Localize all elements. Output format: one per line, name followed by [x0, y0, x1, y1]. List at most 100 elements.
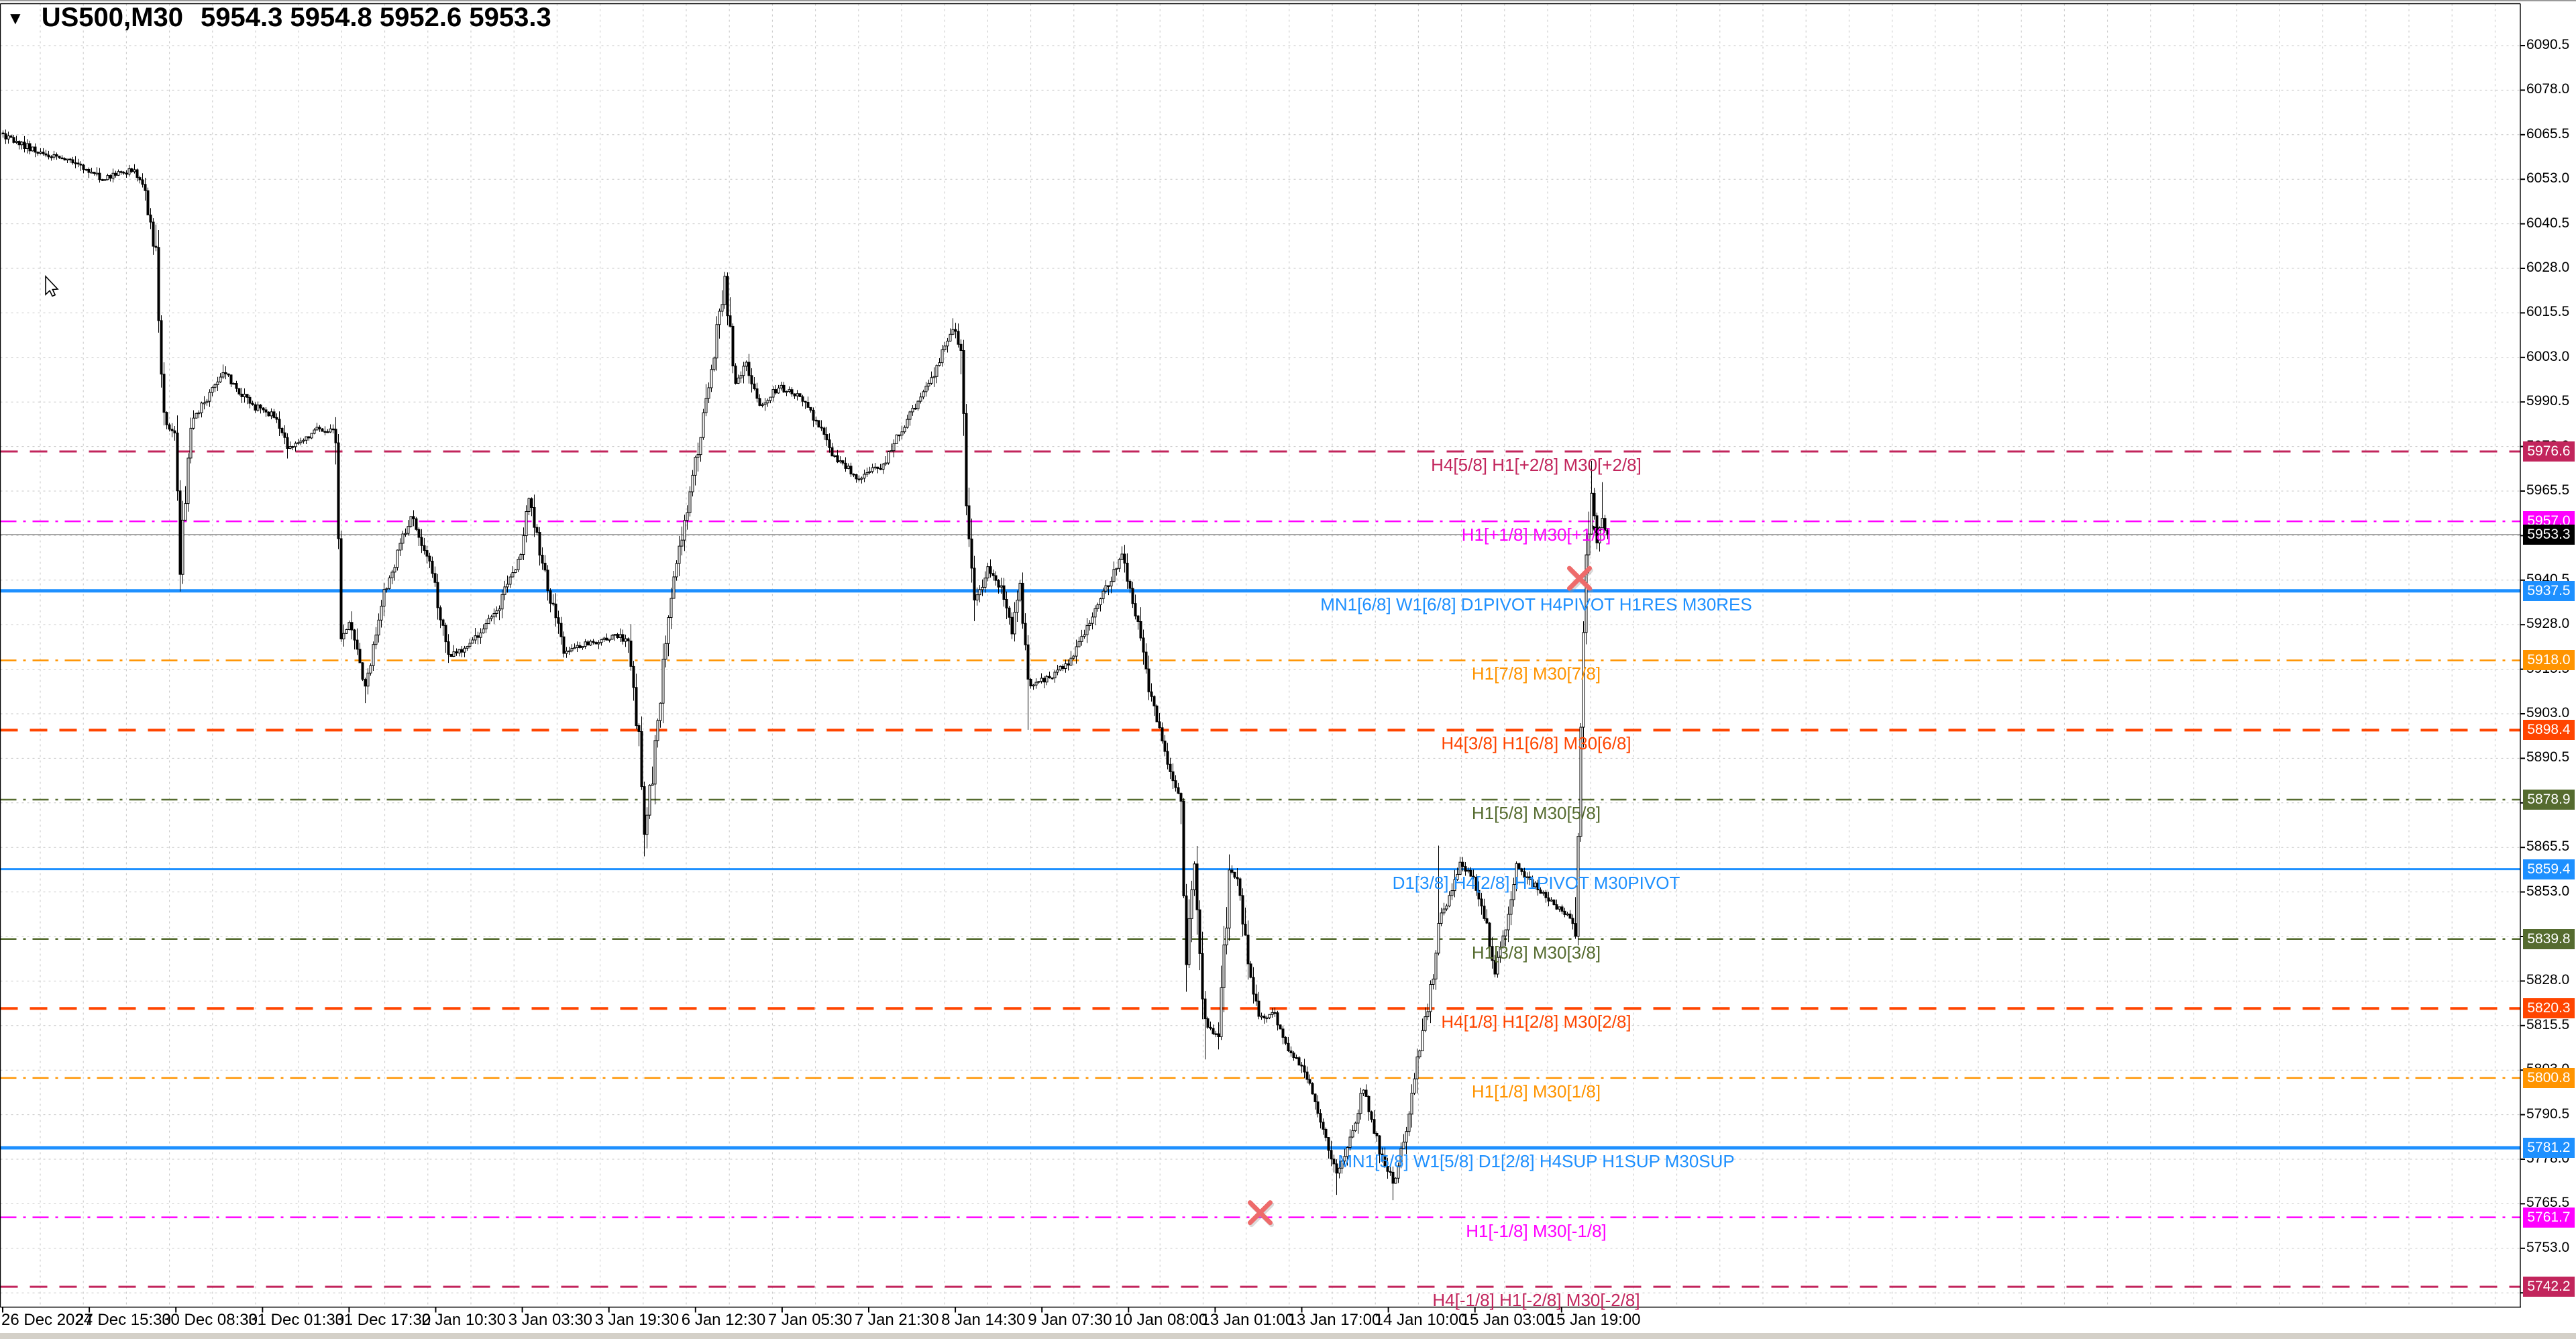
- time-axis-label[interactable]: 6 Jan 12:30: [681, 1311, 766, 1329]
- candle-body: [294, 443, 297, 447]
- candle-body: [1161, 727, 1164, 742]
- candle-body: [1123, 553, 1126, 564]
- candle-body: [1206, 1018, 1210, 1028]
- candle-body: [686, 512, 689, 521]
- candle-body: [168, 424, 171, 430]
- candle-body: [1515, 863, 1518, 886]
- candle-body: [321, 428, 324, 432]
- candle-body: [189, 427, 193, 459]
- time-axis-label[interactable]: 27 Dec 15:30: [75, 1311, 171, 1329]
- candle-body: [573, 647, 576, 649]
- candle-body: [243, 394, 246, 397]
- candle-body: [1598, 527, 1601, 543]
- candle-body: [1402, 1141, 1405, 1149]
- candle-body: [1450, 890, 1454, 896]
- candle-body: [970, 538, 973, 569]
- candle-body: [85, 168, 88, 171]
- time-axis-label[interactable]: 3 Jan 03:30: [508, 1311, 593, 1329]
- candle-body: [1236, 877, 1239, 879]
- candle-body: [742, 366, 745, 376]
- candle-body: [691, 474, 694, 492]
- level-label: H4[3/8] H1[6/8] M30[6/8]: [1441, 733, 1631, 754]
- candle-body: [63, 158, 66, 161]
- time-axis-label[interactable]: 14 Jan 10:00: [1374, 1311, 1468, 1329]
- candle-body: [1523, 871, 1526, 878]
- candle-body: [570, 647, 574, 651]
- candle-body: [165, 412, 168, 425]
- time-axis-label[interactable]: 8 Jan 14:30: [941, 1311, 1026, 1329]
- candle-body: [1230, 869, 1234, 873]
- candle-body: [1582, 632, 1585, 728]
- symbol-dropdown-icon[interactable]: ▼: [7, 7, 24, 28]
- candle-body: [525, 511, 528, 537]
- time-axis-label[interactable]: 3 Jan 19:30: [594, 1311, 680, 1329]
- candle-body: [648, 785, 651, 816]
- candle-body: [1413, 1078, 1416, 1093]
- price-axis-label: 5853.0: [2526, 883, 2570, 899]
- candle-body: [699, 437, 702, 456]
- time-axis-label[interactable]: 15 Jan 03:00: [1460, 1311, 1554, 1329]
- candle-body: [278, 419, 281, 429]
- time-axis-label[interactable]: 31 Dec 17:30: [335, 1311, 431, 1329]
- candle-body: [181, 519, 184, 575]
- time-axis-label[interactable]: 10 Jan 08:00: [1114, 1311, 1208, 1329]
- candle-body: [1128, 580, 1132, 589]
- time-axis-label[interactable]: 31 Dec 01:30: [248, 1311, 345, 1329]
- candle-body: [949, 333, 952, 341]
- candle-body: [288, 446, 292, 449]
- candle-body: [1257, 1000, 1260, 1017]
- candle-body: [1010, 617, 1014, 635]
- candle-body: [814, 419, 818, 422]
- level-label: H4[5/8] H1[+2/8] M30[+2/8]: [1431, 455, 1642, 476]
- candle-body: [55, 154, 58, 157]
- candle-body: [975, 594, 979, 600]
- candle-body: [796, 393, 799, 396]
- time-axis-label[interactable]: 2 Jan 10:30: [421, 1311, 506, 1329]
- level-price-tag: 5859.4: [2523, 859, 2575, 879]
- time-axis-label[interactable]: 15 Jan 19:00: [1547, 1311, 1641, 1329]
- price-axis-label: 6040.5: [2526, 215, 2570, 231]
- candle-body: [1322, 1122, 1325, 1130]
- candle-body: [1150, 691, 1153, 697]
- candle-body: [983, 578, 987, 588]
- time-axis-label[interactable]: 9 Jan 07:30: [1028, 1311, 1112, 1329]
- candle-body: [248, 396, 252, 404]
- candle-body: [1571, 918, 1574, 924]
- candle-body: [1083, 634, 1086, 637]
- candle-body: [755, 388, 759, 399]
- candle-body: [702, 412, 705, 438]
- candle-body: [731, 325, 735, 367]
- time-axis-label[interactable]: 13 Jan 01:00: [1201, 1311, 1295, 1329]
- candle-body: [1474, 877, 1478, 891]
- candle-body: [1421, 1030, 1424, 1051]
- candle-body: [1434, 953, 1438, 979]
- candle-body: [170, 429, 174, 431]
- candle-body: [506, 584, 509, 588]
- candle-body: [753, 383, 756, 390]
- candle-body: [474, 635, 477, 641]
- candle-body: [675, 563, 678, 578]
- candle-body: [602, 637, 606, 640]
- candle-body: [130, 168, 133, 172]
- time-axis-label[interactable]: 7 Jan 21:30: [855, 1311, 939, 1329]
- candle-body: [1225, 927, 1228, 946]
- candle-body: [1458, 861, 1462, 875]
- candle-body: [342, 633, 345, 639]
- time-axis-label[interactable]: 7 Jan 05:30: [767, 1311, 853, 1329]
- candle-body: [1399, 1148, 1403, 1167]
- candle-body: [522, 535, 525, 555]
- time-axis-label[interactable]: 30 Dec 08:30: [162, 1311, 258, 1329]
- candle-body: [380, 606, 383, 621]
- candle-body: [739, 375, 743, 379]
- candle-body: [299, 440, 303, 443]
- candle-body: [463, 647, 466, 653]
- candle-body: [997, 580, 1000, 588]
- time-axis-label[interactable]: 13 Jan 17:00: [1287, 1311, 1381, 1329]
- candle-body: [678, 545, 681, 564]
- candle-body: [1300, 1065, 1303, 1067]
- candle-body: [1550, 900, 1553, 902]
- candle-body: [93, 172, 96, 174]
- time-axis-label[interactable]: 26 Dec 2024: [1, 1311, 93, 1329]
